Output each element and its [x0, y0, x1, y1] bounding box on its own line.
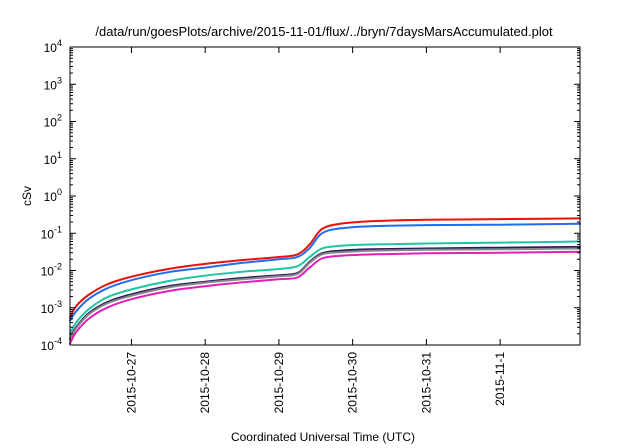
y-tick-label: 10-1	[41, 224, 62, 241]
y-tick-label: 10-4	[41, 336, 62, 353]
x-axis-label: Coordinated Universal Time (UTC)	[231, 430, 415, 444]
series-line-3	[69, 240, 581, 335]
series-line-1	[69, 217, 581, 319]
x-tick-label: 2015-10-27	[124, 352, 138, 414]
x-tick-label: 2015-10-31	[419, 352, 433, 414]
y-tick-label: 102	[44, 113, 62, 130]
x-tick-label: 2015-10-28	[198, 352, 212, 414]
y-tick-label: 10-2	[41, 262, 62, 279]
plot-frame	[69, 46, 581, 346]
series-line-4	[69, 245, 581, 340]
series-line-2	[69, 222, 581, 322]
x-tick-label: 2015-11-1	[493, 352, 507, 406]
chart-title: /data/run/goesPlots/archive/2015-11-01/f…	[95, 24, 553, 39]
y-tick-label: 101	[44, 150, 62, 167]
y-tick-label: 103	[44, 75, 62, 92]
y-tick-label: 10-3	[41, 299, 62, 316]
series-line-5	[69, 247, 581, 341]
y-tick-label: 100	[44, 187, 62, 204]
x-tick-label: 2015-10-30	[346, 352, 360, 414]
y-tick-label: 104	[44, 38, 62, 55]
series-layer	[69, 217, 581, 345]
series-line-6	[69, 250, 581, 345]
x-tick-label: 2015-10-29	[272, 352, 286, 414]
y-axis-label: cSv	[20, 186, 34, 206]
